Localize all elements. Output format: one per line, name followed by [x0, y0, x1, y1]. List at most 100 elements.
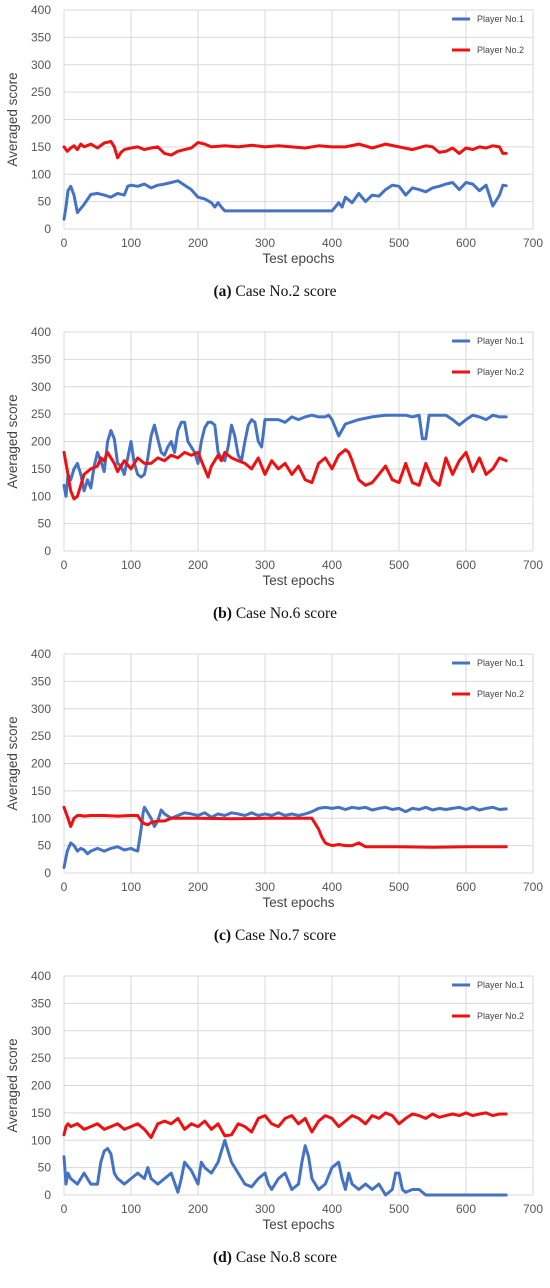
y-tick-label: 250: [31, 1051, 51, 1065]
x-axis-label: Test epochs: [262, 573, 334, 588]
series-line-player-2: [62, 139, 508, 160]
chart-c: 0 50 100 150 200 250 300 350 400 0 100 200 300 400 500…: [5, 647, 543, 910]
y-tick-label: 350: [31, 352, 51, 366]
y-tick-label: 50: [38, 1161, 52, 1175]
legend-label-player-2: Player No.2: [477, 45, 524, 55]
y-tick-label: 200: [31, 435, 51, 449]
caption-d: (d) Case No.8 score: [0, 1249, 550, 1267]
x-tick-label: 200: [188, 558, 208, 572]
x-tick-label: 600: [456, 1202, 476, 1216]
x-tick-label: 500: [389, 880, 409, 894]
caption-a: (a) Case No.2 score: [0, 283, 550, 301]
y-tick-label: 250: [31, 85, 51, 99]
caption-label-a: (a): [213, 283, 232, 300]
y-tick-label: 350: [31, 30, 51, 44]
y-tick-label: 400: [31, 325, 51, 339]
y-tick-label: 150: [31, 1106, 51, 1120]
y-tick-label: 0: [44, 1188, 51, 1202]
y-tick-label: 250: [31, 729, 51, 743]
series-line-player-1: [62, 179, 508, 221]
x-tick-label: 700: [523, 236, 543, 250]
y-tick-label: 50: [38, 517, 52, 531]
caption-label-d: (d): [213, 1249, 232, 1266]
x-tick-label: 400: [322, 880, 342, 894]
x-tick-label: 100: [121, 880, 141, 894]
y-tick-label: 50: [38, 839, 52, 853]
chart-b: 0 50 100 150 200 250 300 350 400 0 100 200 300 400 500…: [5, 325, 543, 588]
x-tick-label: 0: [61, 558, 68, 572]
x-tick-label: 400: [322, 1202, 342, 1216]
x-axis-label: Test epochs: [262, 895, 334, 910]
x-tick-label: 400: [322, 236, 342, 250]
series-line-player-2: [62, 805, 508, 849]
panel-c: 0 50 100 150 200 250 300 350 400 0 100 200 300 400 500…: [0, 644, 550, 966]
x-axis-label: Test epochs: [262, 251, 334, 266]
caption-text-c: Case No.7 score: [234, 927, 337, 944]
chart-d: 0 50 100 150 200 250 300 350 400 0 100 200 300 400 500…: [5, 969, 543, 1232]
panel-a: 0 50 100 150 200 250 300 350 400 0 100 200 300 400 500…: [0, 0, 550, 322]
y-tick-label: 400: [31, 3, 51, 17]
x-tick-label: 0: [61, 1202, 68, 1216]
legend-label-player-2: Player No.2: [477, 1011, 524, 1021]
legend-label-player-2: Player No.2: [477, 367, 524, 377]
legend-label-player-1: Player No.1: [477, 14, 524, 24]
y-tick-label: 150: [31, 784, 51, 798]
y-tick-label: 300: [31, 58, 51, 72]
x-tick-label: 100: [121, 558, 141, 572]
series-line-player-1: [62, 1138, 508, 1197]
y-tick-label: 100: [31, 167, 51, 181]
panel-d: 0 50 100 150 200 250 300 350 400 0 100 200 300 400 500…: [0, 966, 550, 1288]
y-axis-label: Averaged score: [5, 716, 20, 810]
y-tick-label: 0: [44, 544, 51, 558]
gridlines: [63, 9, 534, 230]
gridlines: [63, 331, 534, 552]
caption-text-a: Case No.2 score: [235, 283, 337, 300]
gridlines: [63, 975, 534, 1196]
y-tick-label: 100: [31, 811, 51, 825]
x-tick-label: 500: [389, 1202, 409, 1216]
series-line-player-1: [62, 805, 508, 869]
x-tick-label: 0: [61, 236, 68, 250]
caption-text-b: Case No.6 score: [235, 605, 337, 622]
x-tick-label: 600: [456, 558, 476, 572]
x-tick-label: 300: [255, 558, 275, 572]
x-tick-label: 200: [188, 236, 208, 250]
x-tick-label: 400: [322, 558, 342, 572]
x-tick-label: 700: [523, 880, 543, 894]
y-tick-label: 100: [31, 489, 51, 503]
x-tick-label: 100: [121, 1202, 141, 1216]
y-tick-label: 400: [31, 647, 51, 661]
y-tick-label: 0: [44, 866, 51, 880]
y-tick-label: 250: [31, 407, 51, 421]
y-tick-label: 200: [31, 1079, 51, 1093]
x-tick-label: 500: [389, 236, 409, 250]
x-tick-label: 300: [255, 880, 275, 894]
y-axis-label: Averaged score: [5, 1038, 20, 1132]
y-tick-label: 400: [31, 969, 51, 983]
chart-a: 0 50 100 150 200 250 300 350 400 0 100 200 300 400 500…: [5, 3, 543, 266]
x-axis-label: Test epochs: [262, 1217, 334, 1232]
x-tick-label: 0: [61, 880, 68, 894]
caption-label-c: (c): [213, 927, 232, 944]
x-tick-label: 700: [523, 1202, 543, 1216]
y-axis-label: Averaged score: [5, 394, 20, 488]
caption-b: (b) Case No.6 score: [0, 605, 550, 623]
series-line-player-2: [62, 1111, 508, 1139]
y-tick-label: 350: [31, 674, 51, 688]
y-tick-label: 100: [31, 1133, 51, 1147]
x-tick-label: 300: [255, 236, 275, 250]
legend-label-player-1: Player No.1: [477, 980, 524, 990]
y-tick-label: 300: [31, 380, 51, 394]
y-tick-label: 0: [44, 222, 51, 236]
caption-text-d: Case No.8 score: [235, 1249, 337, 1266]
x-tick-label: 700: [523, 558, 543, 572]
y-axis-label: Averaged score: [5, 72, 20, 166]
y-tick-label: 150: [31, 140, 51, 154]
x-tick-label: 100: [121, 236, 141, 250]
y-tick-label: 150: [31, 462, 51, 476]
y-tick-label: 200: [31, 113, 51, 127]
caption-label-b: (b): [213, 605, 232, 622]
x-tick-label: 200: [188, 1202, 208, 1216]
x-tick-label: 600: [456, 880, 476, 894]
x-tick-label: 500: [389, 558, 409, 572]
